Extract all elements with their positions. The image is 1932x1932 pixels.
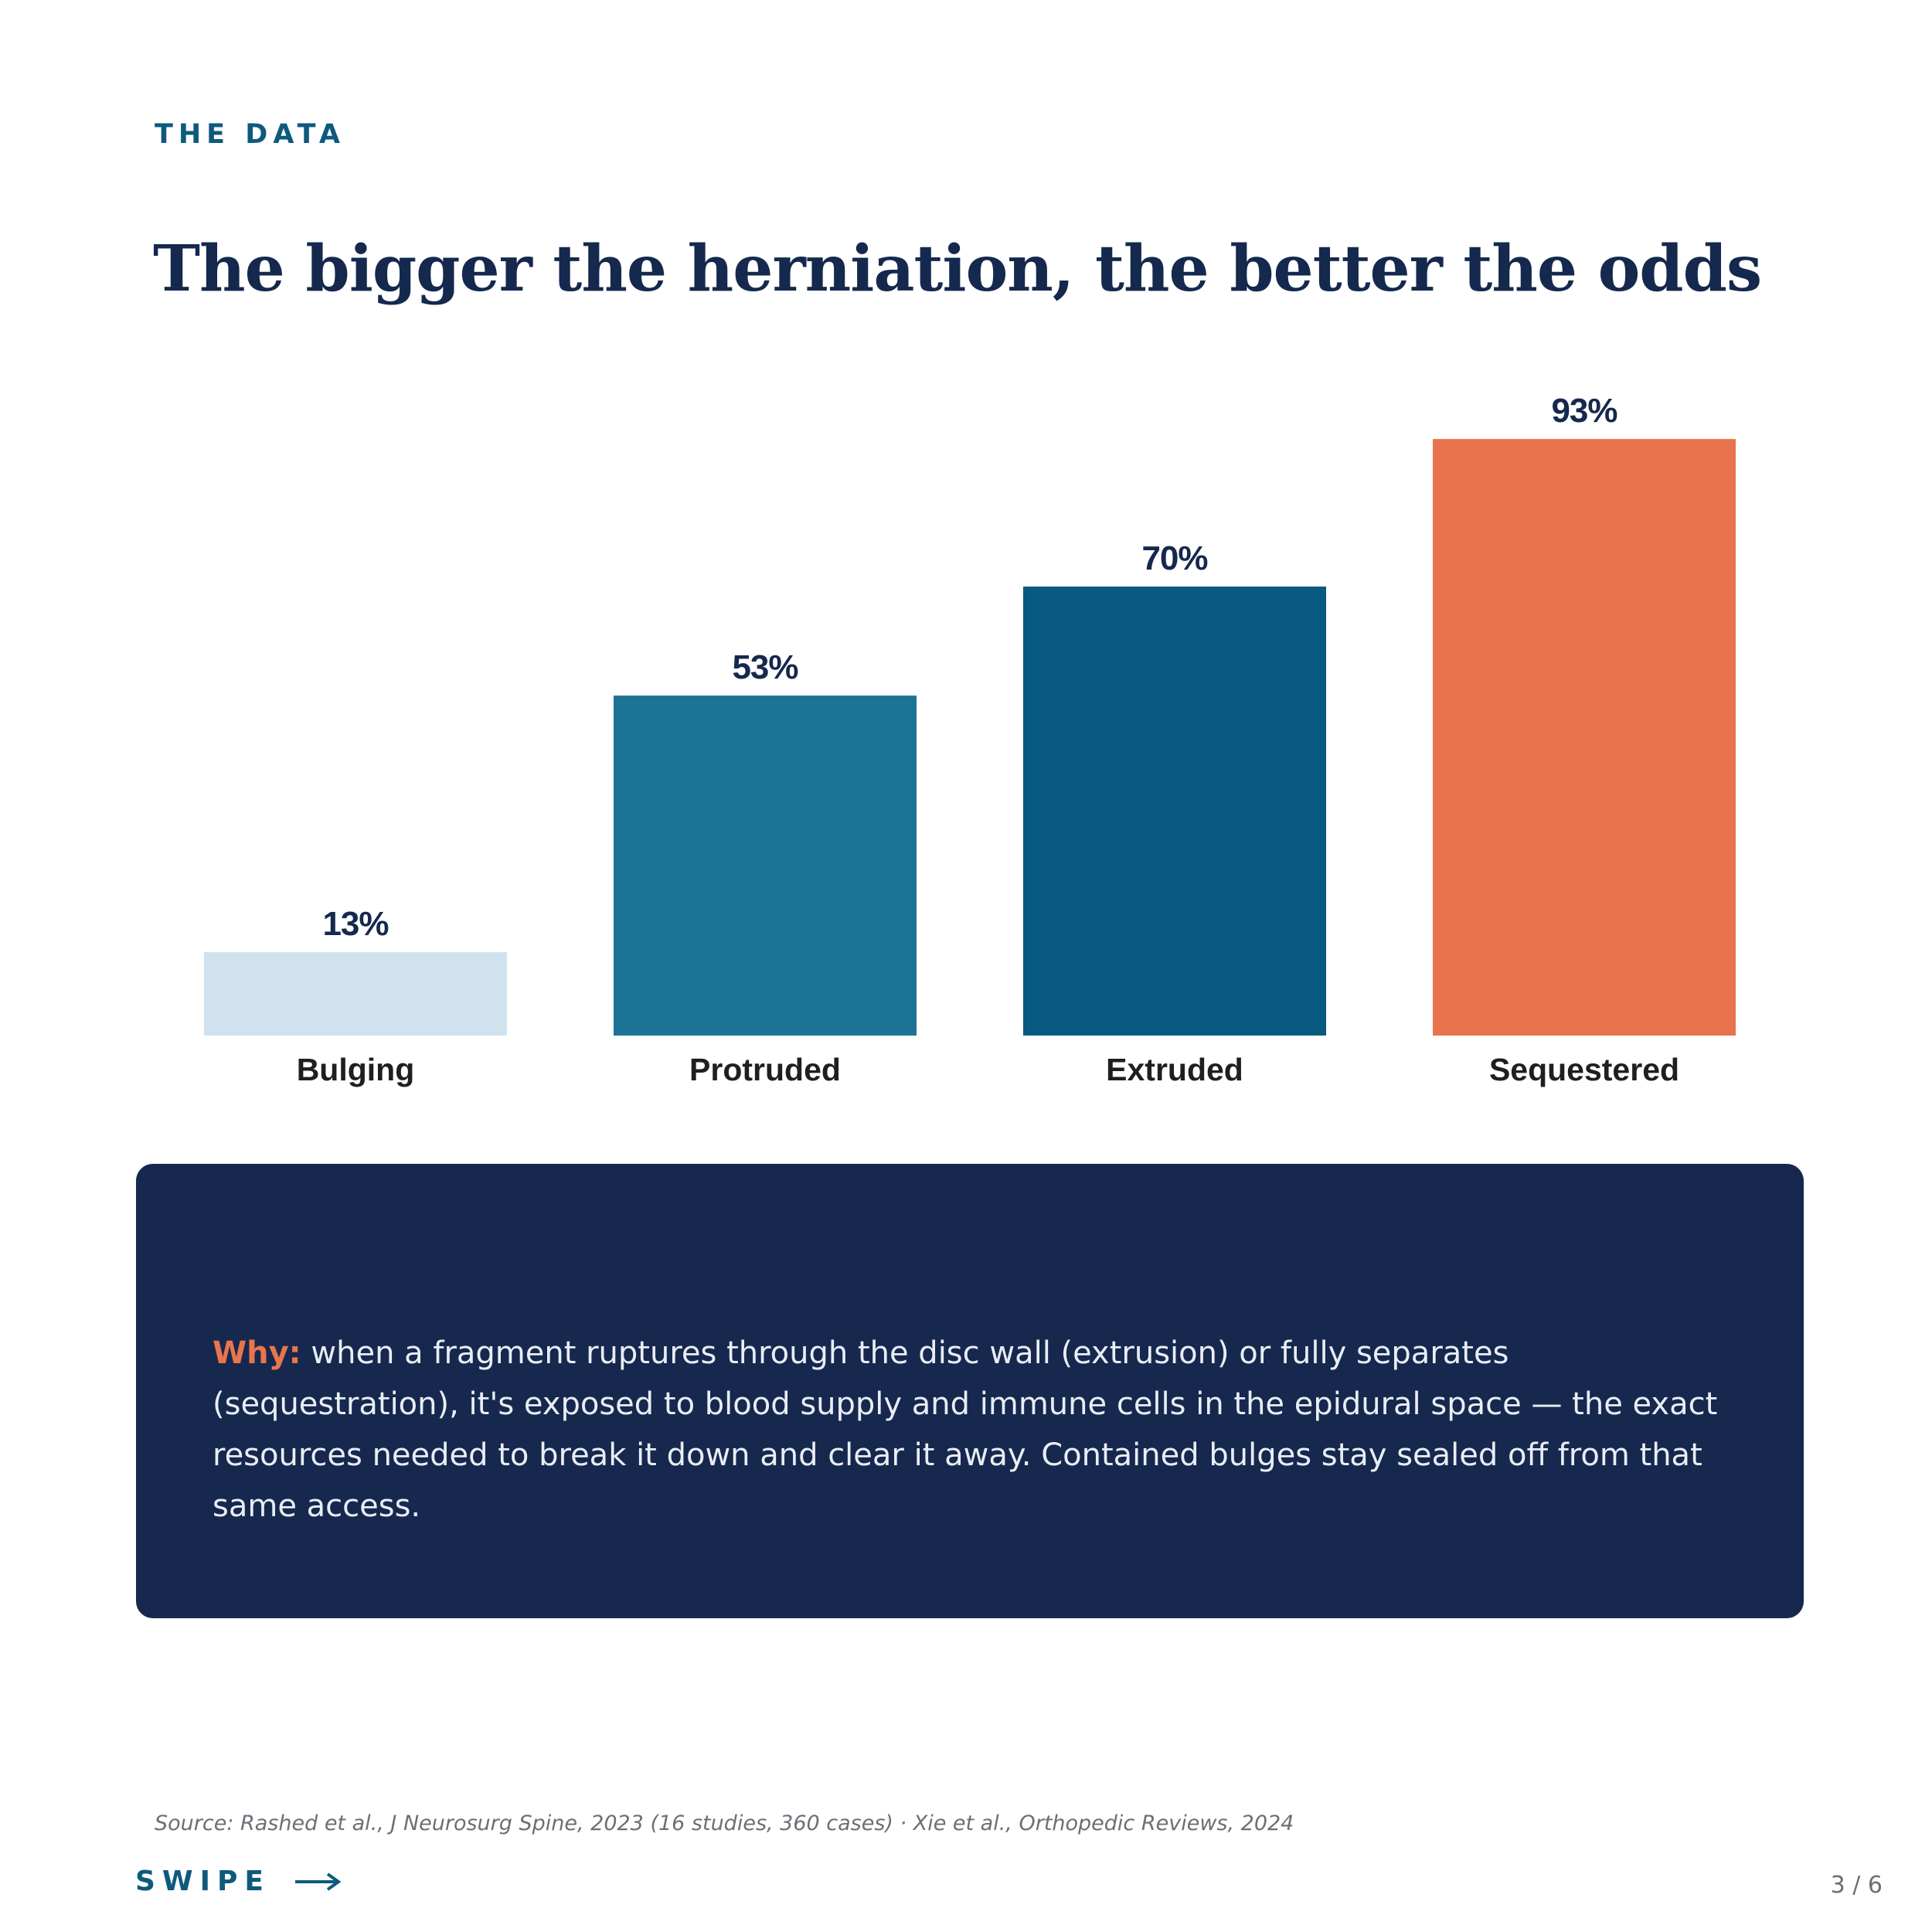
- bar-extruded: [1023, 587, 1326, 1036]
- callout-body: when a fragment ruptures through the dis…: [213, 1335, 1718, 1524]
- swipe-button[interactable]: SWIPE: [135, 1866, 342, 1897]
- bar-protruded: [614, 696, 917, 1036]
- value-label-protruded: 53%: [732, 648, 798, 686]
- source-citation: Source: Rashed et al., J Neurosurg Spine…: [155, 1811, 1294, 1835]
- value-label-sequestered: 93%: [1551, 392, 1617, 430]
- explanation-callout: Why: when a fragment ruptures through th…: [136, 1164, 1804, 1618]
- page-title: The bigger the herniation, the better th…: [153, 232, 1762, 306]
- category-label-extruded: Extruded: [1106, 1052, 1243, 1087]
- value-label-extruded: 70%: [1141, 539, 1207, 577]
- section-eyebrow: THE DATA: [155, 119, 345, 150]
- category-label-sequestered: Sequestered: [1489, 1052, 1679, 1087]
- arrow-right-icon: [295, 1872, 342, 1891]
- callout-lead: Why:: [213, 1335, 301, 1371]
- bar-chart: 13% Bulging 53% Protruded 70% Extruded 93% Sequ…: [204, 392, 1736, 1087]
- bar-bulging: [204, 952, 507, 1036]
- swipe-label: SWIPE: [135, 1866, 271, 1897]
- value-label-bulging: 13%: [322, 905, 388, 943]
- callout-text: Why: when a fragment ruptures through th…: [213, 1328, 1747, 1532]
- category-label-bulging: Bulging: [297, 1052, 415, 1087]
- page-counter: 3 / 6: [1830, 1872, 1883, 1899]
- category-label-protruded: Protruded: [689, 1052, 841, 1087]
- bar-sequestered: [1433, 439, 1736, 1036]
